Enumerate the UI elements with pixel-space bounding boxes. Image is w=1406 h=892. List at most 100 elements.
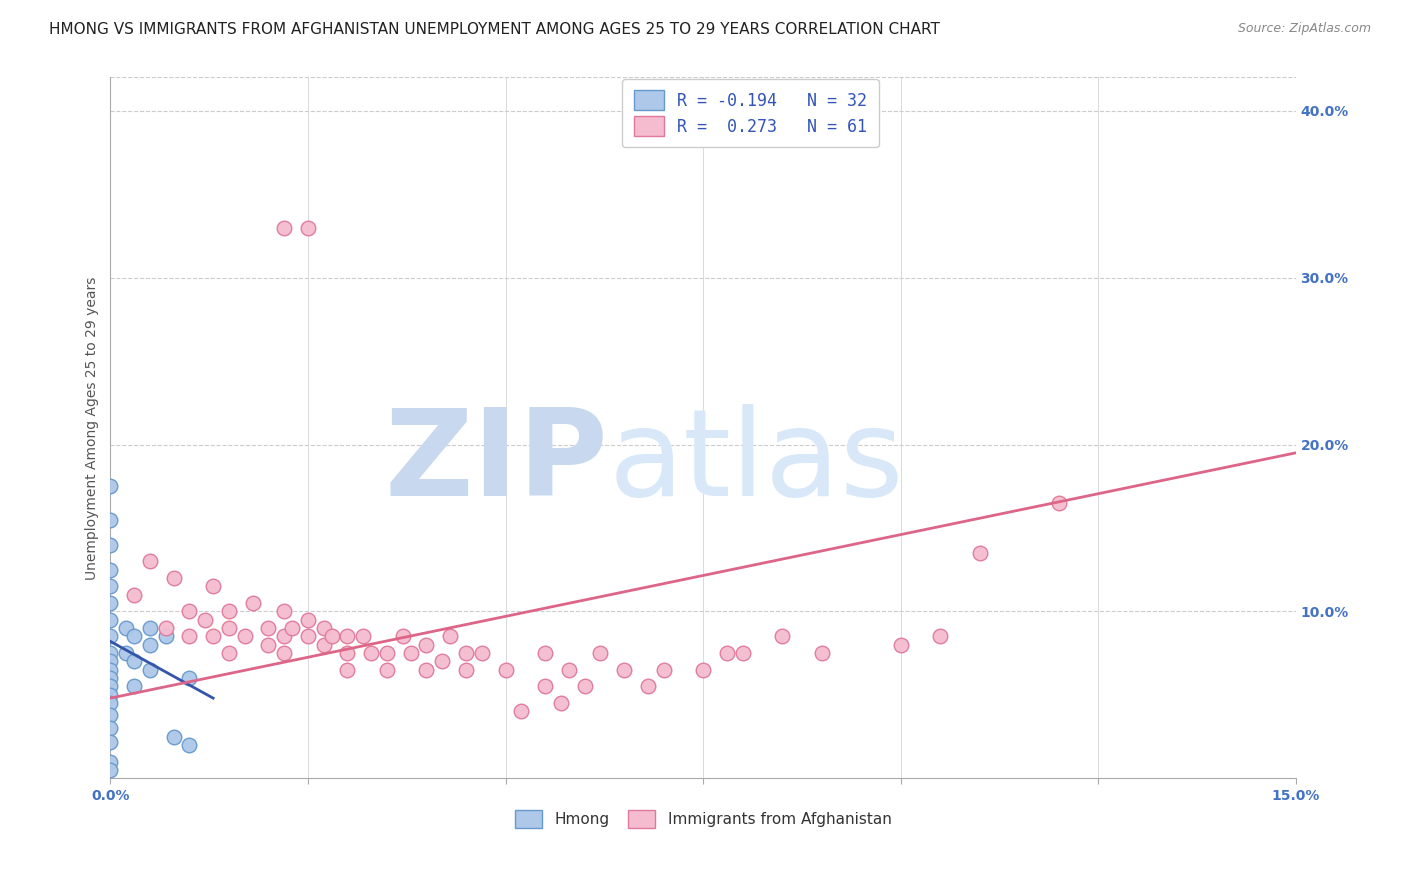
Point (115, 621, 138, 635)
Point (810, 646, 832, 660)
Point (432, 655, 454, 669)
Point (233, 629, 256, 643)
Point (652, 663, 675, 677)
Text: atlas: atlas (609, 404, 904, 521)
Point (100, 734, 122, 748)
Point (391, 629, 413, 643)
Point (139, 621, 162, 635)
Point (100, 613, 122, 627)
Point (297, 220, 319, 235)
Point (100, 696, 122, 710)
Point (100, 629, 122, 643)
Point (179, 604, 201, 618)
Point (969, 546, 991, 560)
Point (139, 638, 162, 652)
Point (336, 663, 359, 677)
Point (273, 220, 295, 235)
Point (194, 613, 217, 627)
Point (202, 629, 225, 643)
Point (929, 629, 952, 643)
Point (273, 646, 295, 660)
Point (100, 596, 122, 610)
Text: Source: ZipAtlas.com: Source: ZipAtlas.com (1237, 22, 1371, 36)
Point (297, 613, 319, 627)
Point (360, 646, 382, 660)
Point (179, 671, 201, 685)
Point (312, 638, 335, 652)
Point (731, 646, 754, 660)
Point (162, 730, 184, 744)
Point (375, 646, 398, 660)
Point (242, 596, 264, 610)
Point (100, 763, 122, 777)
Point (100, 680, 122, 694)
Point (557, 663, 579, 677)
Point (454, 646, 477, 660)
Point (100, 688, 122, 702)
Point (589, 646, 612, 660)
Point (218, 621, 240, 635)
Point (534, 680, 557, 694)
Point (281, 621, 304, 635)
Point (336, 646, 359, 660)
Point (352, 629, 374, 643)
Point (122, 629, 145, 643)
Point (155, 629, 177, 643)
Point (100, 513, 122, 527)
Point (510, 705, 533, 719)
Point (550, 696, 572, 710)
Point (202, 579, 225, 593)
Point (312, 621, 335, 635)
Point (100, 538, 122, 552)
Point (139, 554, 162, 568)
Point (100, 671, 122, 685)
Point (495, 663, 517, 677)
Point (692, 663, 714, 677)
Point (218, 604, 240, 618)
Point (100, 663, 122, 677)
Point (100, 755, 122, 769)
Point (218, 646, 240, 660)
Point (415, 663, 437, 677)
Point (257, 621, 280, 635)
Point (471, 646, 494, 660)
Point (439, 629, 461, 643)
Point (716, 646, 738, 660)
Point (179, 629, 201, 643)
Point (100, 655, 122, 669)
Point (336, 629, 359, 643)
Point (100, 721, 122, 735)
Y-axis label: Unemployment Among Ages 25 to 29 years: Unemployment Among Ages 25 to 29 years (86, 277, 100, 580)
Point (297, 629, 319, 643)
Point (1047, 496, 1070, 510)
Point (179, 738, 201, 752)
Point (273, 604, 295, 618)
Point (273, 629, 295, 643)
Point (399, 646, 422, 660)
Legend: Hmong, Immigrants from Afghanistan: Hmong, Immigrants from Afghanistan (509, 804, 897, 834)
Point (100, 579, 122, 593)
Point (139, 663, 162, 677)
Point (122, 680, 145, 694)
Point (100, 646, 122, 660)
Point (770, 629, 793, 643)
Point (534, 646, 557, 660)
Point (574, 680, 596, 694)
Point (115, 646, 138, 660)
Text: ZIP: ZIP (384, 404, 609, 521)
Point (100, 479, 122, 493)
Point (890, 638, 912, 652)
Point (100, 563, 122, 577)
Point (257, 638, 280, 652)
Text: HMONG VS IMMIGRANTS FROM AFGHANISTAN UNEMPLOYMENT AMONG AGES 25 TO 29 YEARS CORR: HMONG VS IMMIGRANTS FROM AFGHANISTAN UNE… (49, 22, 941, 37)
Point (155, 621, 177, 635)
Point (415, 638, 437, 652)
Point (122, 588, 145, 602)
Point (321, 629, 343, 643)
Point (637, 680, 659, 694)
Point (100, 707, 122, 722)
Point (613, 663, 636, 677)
Point (375, 663, 398, 677)
Point (454, 663, 477, 677)
Point (162, 571, 184, 585)
